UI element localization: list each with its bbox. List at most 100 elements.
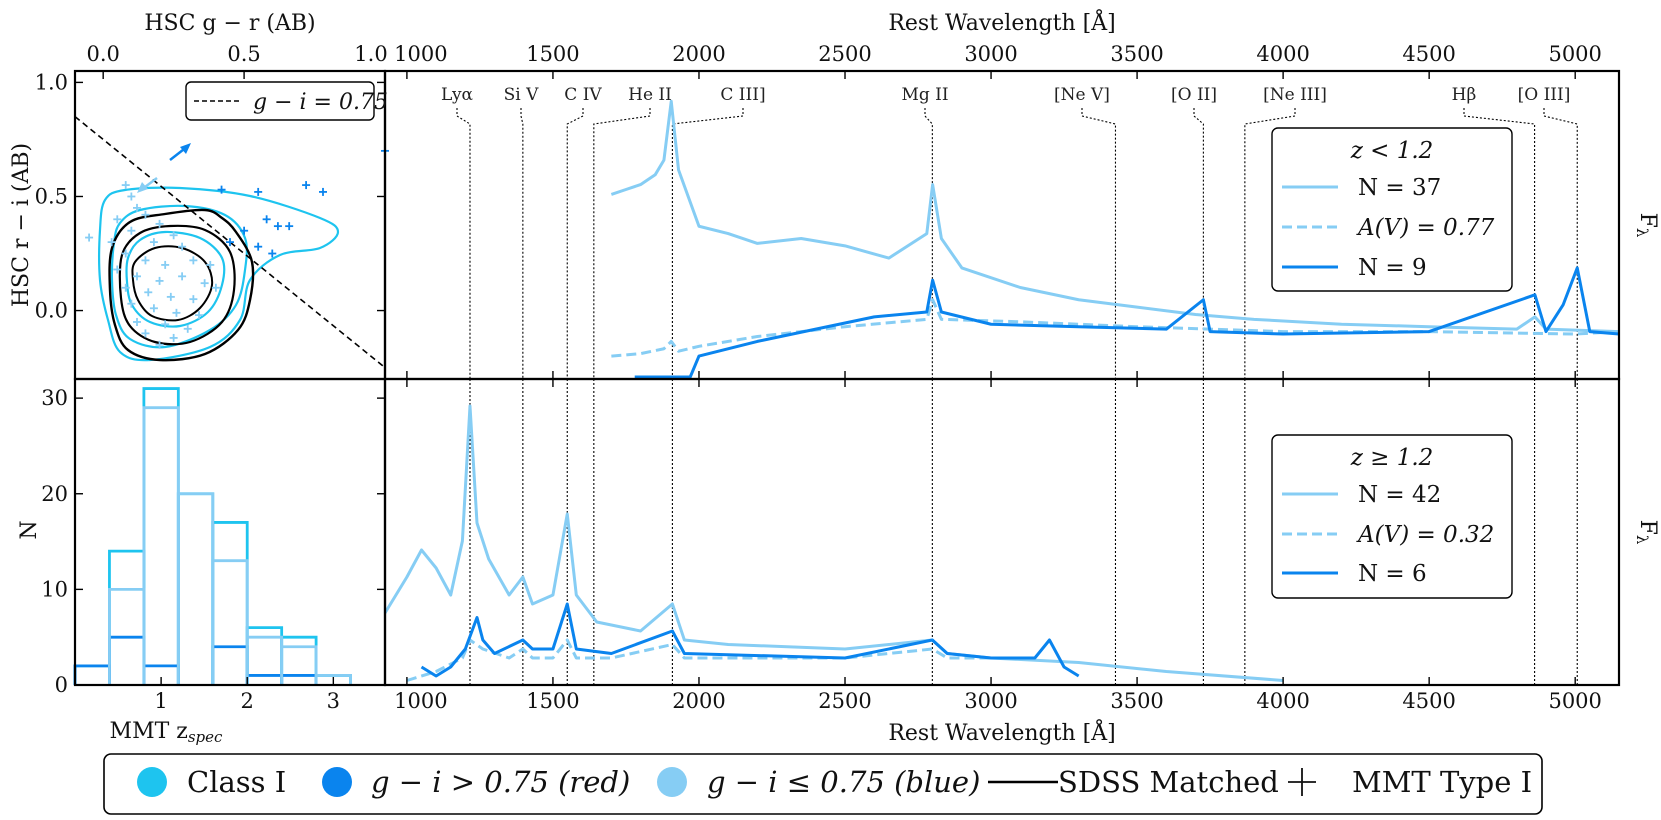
hist-frame: [73, 377, 387, 687]
red-histogram-step: [211, 645, 249, 685]
emission-line-marker-top: [1463, 108, 1536, 379]
mmt-blue-point: [189, 295, 198, 304]
bottom-legend-n-red: N = 6: [1358, 561, 1427, 587]
mmt-red-point: [302, 181, 311, 190]
mmt-red-point: [254, 242, 263, 251]
bottom-legend-av: A(V) = 0.32: [1356, 522, 1494, 548]
spectra-bottom-legend-box: [1271, 434, 1513, 599]
class1-contour-middle: [110, 204, 248, 349]
red-histogram-step: [73, 664, 111, 685]
mmt-red-point: [262, 215, 271, 224]
divider-line: [74, 116, 386, 369]
emission-line-marker-top: [566, 108, 584, 379]
hist-x-tick-label: 2: [241, 689, 254, 713]
spectra-bottom-tick-label: 3000: [964, 689, 1017, 713]
figure-legend-box: [103, 753, 1543, 815]
scatter-top-tick-label: 0.5: [227, 42, 260, 66]
sdss-contour-outer: [108, 208, 255, 362]
mmt-red-point: [254, 187, 263, 196]
scatter-left-tick-label: 0.0: [35, 299, 68, 323]
mmt-red-point: [268, 249, 277, 258]
mmt-blue-point: [121, 283, 130, 292]
histogram-panel: [73, 387, 352, 685]
mmt-blue-point: [133, 203, 141, 212]
hist-x-ticks: 1 2 3: [154, 677, 340, 713]
mmt-blue-point: [155, 340, 164, 349]
mmt-red-point: [273, 222, 282, 231]
scatter-left-ticks: 1.0 0.5 0.0: [35, 70, 385, 323]
red-histogram-step: [280, 674, 318, 685]
emission-line-label: Mg II: [901, 85, 948, 105]
emission-line-marker-top: [1244, 108, 1296, 379]
red-arrowhead: [180, 143, 191, 154]
mmt-blue-point: [211, 283, 220, 292]
mmt-blue-point: [178, 272, 187, 281]
spectra-bottom-tick-label: 1500: [526, 689, 579, 713]
mmt-blue-point: [144, 288, 153, 297]
scatter-legend-label: g − i = 0.75: [253, 90, 388, 115]
spectra-top-ticks: 1000 1500 2000 2500 3000 3500 4000 4500 5000: [394, 42, 1602, 379]
hist-y-tick-label: 10: [41, 577, 68, 601]
mmt-blue-point: [149, 304, 158, 313]
top-red-spectrum: [634, 266, 1620, 379]
mmt-blue-point: [141, 210, 150, 219]
emission-line-label: C III]: [720, 85, 765, 105]
hist-x-tick-label: 1: [154, 689, 167, 713]
class1-histogram-step: [108, 549, 146, 685]
top-blue-spectrum: [610, 99, 1620, 334]
spectra-top-tick-label: 5000: [1548, 42, 1601, 66]
blue-histogram-step: [314, 674, 352, 685]
scatter-top-ticks: 0.0 0.5 1.0: [86, 42, 388, 79]
hist-y-ticks: 30 20 10 0: [41, 386, 385, 697]
scatter-top-tick-label: 0.0: [86, 42, 119, 66]
legend-sdss-label: SDSS Matched: [1058, 765, 1279, 799]
spectra-bottom-tick-label: 4500: [1402, 689, 1455, 713]
red-marker: [322, 767, 352, 797]
class1-histogram-step: [176, 492, 215, 685]
mmt-blue-point: [113, 265, 122, 274]
class1-histogram-step: [211, 521, 249, 685]
class1-histogram-step: [73, 664, 111, 685]
spectra-top-legend: z < 1.2 N = 37 A(V) = 0.77 N = 9: [1271, 127, 1513, 292]
mmt-blue-point: [133, 272, 141, 281]
bottom-red-spectrum: [420, 602, 1080, 678]
mmt-blue-point: [113, 215, 122, 224]
emission-line-label: Hβ: [1452, 85, 1477, 105]
mmt-blue-point: [172, 308, 181, 317]
spectra-top-tick-label: 2500: [818, 42, 871, 66]
legend-blue-label: g − i ≤ 0.75 (blue): [707, 765, 980, 799]
spectra-top-tick-label: 2000: [672, 42, 725, 66]
emission-line-marker-top: [1193, 108, 1204, 379]
mmt-blue-point: [169, 231, 178, 240]
class1-histogram-step: [142, 387, 180, 685]
bottom-legend-n-blue: N = 42: [1358, 482, 1441, 508]
spectra-top-legend-box: [1271, 127, 1513, 292]
spectra-bottom-tick-label: 2000: [672, 689, 725, 713]
mmt-blue-point: [195, 311, 203, 320]
blue-marker: [657, 767, 687, 797]
spectra-bottom-tick-label: 4000: [1256, 689, 1309, 713]
spectra-top-tick-label: 4500: [1402, 42, 1455, 66]
spectra-bottom-tick-label: 1000: [394, 689, 447, 713]
scatter-panel: [74, 116, 389, 369]
scatter-top-axis-label: HSC g − r (AB): [144, 11, 315, 36]
spectra-bottom-frame: [383, 377, 1621, 687]
spectra-top-tick-label: 1500: [526, 42, 579, 66]
mmt-blue-point: [141, 256, 150, 265]
emission-line-marker-top: [924, 108, 933, 379]
mmt-blue-point: [178, 242, 187, 251]
spectra-bottom-flux-label: Fλ: [1633, 520, 1660, 545]
mmt-blue-point: [127, 299, 136, 308]
emission-line-label: Si V: [504, 85, 539, 105]
blue-histogram-step: [280, 645, 318, 685]
emission-line-marker-top: [520, 108, 524, 379]
blue-arrowhead: [137, 182, 148, 193]
sdss-contour-middle: [118, 224, 236, 346]
class1-histogram-step: [280, 635, 318, 685]
red-histogram-step: [245, 674, 284, 685]
blue-histogram-step: [176, 492, 215, 685]
emission-line-marker-top: [593, 108, 651, 379]
mmt-blue-point: [107, 238, 116, 247]
spectra-bottom-axis-label: Rest Wavelength [Å]: [888, 718, 1115, 746]
spectra-top-tick-label: 4000: [1256, 42, 1309, 66]
